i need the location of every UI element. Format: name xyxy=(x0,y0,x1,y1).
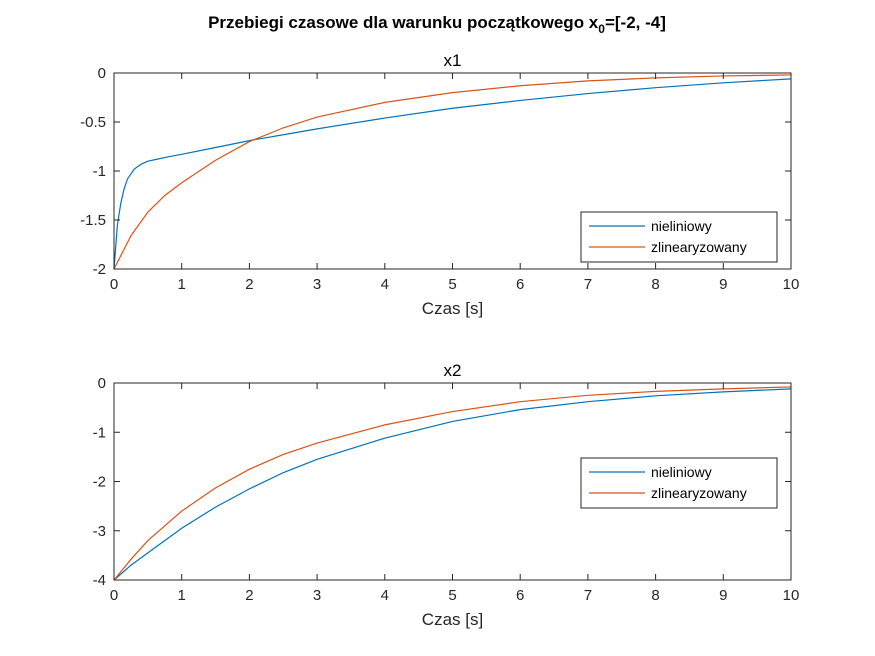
legend-box xyxy=(580,457,778,509)
y-tick-label: -1 xyxy=(93,163,106,180)
x-tick-label: 5 xyxy=(448,276,456,293)
x-tick-label: 2 xyxy=(245,276,253,293)
x-tick-label: 1 xyxy=(178,587,186,604)
x-axis-label: Czas [s] xyxy=(422,610,483,629)
x-tick-label: 2 xyxy=(245,587,253,604)
x-tick-label: 4 xyxy=(381,587,389,604)
x-tick-label: 1 xyxy=(178,276,186,293)
x-tick-label: 9 xyxy=(719,276,727,293)
figure-title-subscript: 0 xyxy=(598,22,605,36)
y-tick-label: -1.5 xyxy=(80,212,106,229)
subplot-title: x2 xyxy=(444,361,462,380)
x-tick-label: 10 xyxy=(783,587,800,604)
x-tick-label: 8 xyxy=(651,587,659,604)
subplot-x1: x1 0 1 2 3 4 5 6 7 8 9 10 0 -0.5 -1 -1.5 -2 Czas [s] nieli… xyxy=(80,51,799,318)
figure-title-main: Przebiegi czasowe dla warunku początkowe… xyxy=(208,13,599,32)
legend-label-nieliniowy: nieliniowy xyxy=(651,464,712,480)
x-tick-label: 7 xyxy=(584,276,592,293)
figure-title: Przebiegi czasowe dla warunku początkowe… xyxy=(208,13,666,36)
x-tick-label: 0 xyxy=(110,276,118,293)
series-line-nieliniowy xyxy=(113,78,792,270)
x-tick-label: 5 xyxy=(448,587,456,604)
series-line-nieliniowy xyxy=(113,388,792,581)
subplot-title: x1 xyxy=(444,51,462,70)
x-tick-label: 6 xyxy=(516,587,524,604)
x-tick-label: 10 xyxy=(783,276,800,293)
x-tick-label: 9 xyxy=(719,587,727,604)
x-axis-label: Czas [s] xyxy=(422,299,483,318)
y-tick-label: -1 xyxy=(93,424,106,441)
y-tick-label: -4 xyxy=(93,572,106,589)
x-tick-label: 0 xyxy=(110,587,118,604)
legend: nieliniowy zlinearyzowany xyxy=(580,457,778,509)
series-line-zlinearyzowany xyxy=(113,386,792,581)
legend-label-zlinearyzowany: zlinearyzowany xyxy=(651,485,747,501)
y-tick-label: -0.5 xyxy=(80,114,106,131)
legend-box xyxy=(580,211,778,263)
x-tick-label: 3 xyxy=(313,587,321,604)
y-tick-label: -2 xyxy=(93,261,106,278)
x-tick-label: 7 xyxy=(584,587,592,604)
y-tick-label: 0 xyxy=(98,65,106,82)
y-tick-label: -2 xyxy=(93,474,106,491)
x-tick-label: 3 xyxy=(313,276,321,293)
series-line-zlinearyzowany xyxy=(113,74,792,270)
y-tick-label: -3 xyxy=(93,523,106,540)
x-tick-label: 4 xyxy=(381,276,389,293)
legend-label-zlinearyzowany: zlinearyzowany xyxy=(651,239,747,255)
x-tick-label: 8 xyxy=(651,276,659,293)
legend: nieliniowy zlinearyzowany xyxy=(580,211,778,263)
y-tick-label: 0 xyxy=(98,375,106,392)
figure-title-tail: =[-2, -4] xyxy=(605,13,666,32)
legend-label-nieliniowy: nieliniowy xyxy=(651,218,712,234)
x-tick-label: 6 xyxy=(516,276,524,293)
subplot-x2: x2 0 1 2 3 4 5 6 7 8 9 10 0 -1 -2 -3 -4 Czas [s] nieliniow… xyxy=(93,361,800,629)
